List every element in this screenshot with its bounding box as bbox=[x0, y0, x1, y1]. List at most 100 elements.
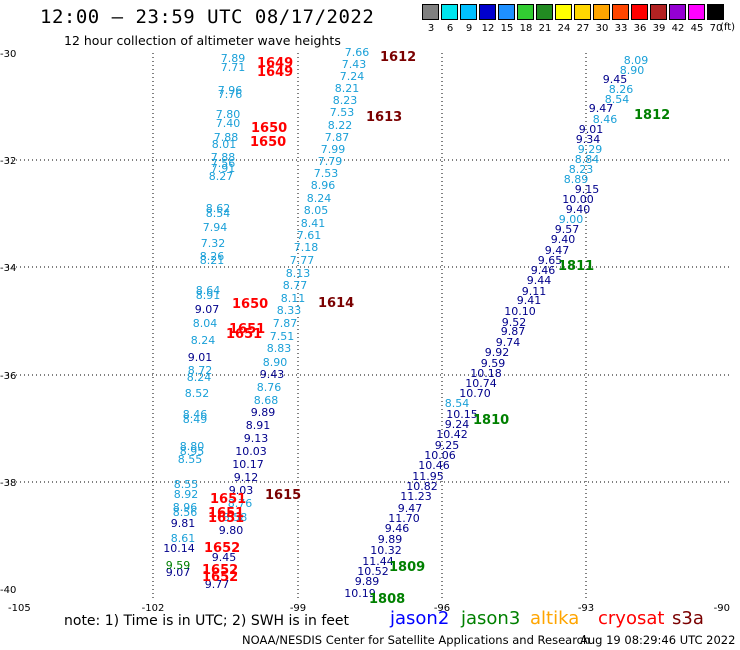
legend-swatch bbox=[631, 4, 648, 20]
wave-height-reading: 9.01 bbox=[579, 123, 604, 136]
wave-height-reading: 9.52 bbox=[502, 316, 527, 329]
legend-value: 33 bbox=[614, 23, 628, 34]
wave-height-reading: 7.51 bbox=[270, 330, 295, 343]
legend-swatch bbox=[422, 4, 439, 20]
wave-height-reading: 9.46 bbox=[385, 522, 410, 535]
latitude-label: -40 bbox=[0, 585, 16, 596]
wave-height-reading: 9.03 bbox=[229, 484, 254, 497]
wave-height-reading: 8.22 bbox=[328, 119, 353, 132]
legend-value: 21 bbox=[538, 23, 552, 34]
legend-value: 36 bbox=[633, 23, 647, 34]
wave-height-reading: 9.12 bbox=[234, 471, 259, 484]
wave-height-reading: 9.40 bbox=[551, 233, 576, 246]
wave-height-reading: 7.96 bbox=[218, 84, 243, 97]
wave-height-reading: 8.26 bbox=[200, 250, 225, 263]
satellite-legend-item: jason2 bbox=[390, 608, 450, 629]
wave-height-reading: 9.01 bbox=[188, 351, 213, 364]
pass-number-label: 1650 bbox=[251, 121, 287, 136]
pass-number-label: 1652 bbox=[204, 541, 240, 556]
wave-height-reading: 8.96 bbox=[311, 179, 336, 192]
pass-number-label: 1808 bbox=[369, 592, 405, 607]
satellite-legend-item: cryosat bbox=[598, 608, 665, 629]
wave-height-reading: 7.40 bbox=[216, 117, 241, 130]
wave-height-reading: 8.76 bbox=[228, 497, 253, 510]
wave-height-reading: 11.70 bbox=[388, 512, 420, 525]
wave-height-reading: 8.89 bbox=[564, 173, 589, 186]
wave-height-reading: 7.66 bbox=[345, 46, 370, 59]
graticule bbox=[8, 53, 730, 600]
legend-swatch bbox=[612, 4, 629, 20]
wave-height-reading: 10.52 bbox=[357, 565, 389, 578]
wave-height-reading: 8.24 bbox=[191, 334, 216, 347]
satellite-legend-item: jason3 bbox=[461, 608, 521, 629]
legend-swatch bbox=[498, 4, 515, 20]
page-subtitle: 12 hour collection of altimeter wave hei… bbox=[64, 33, 341, 48]
legend-value: 15 bbox=[500, 23, 514, 34]
wave-height-reading: 8.26 bbox=[609, 83, 634, 96]
wave-height-reading: 8.54 bbox=[445, 397, 470, 410]
legend-value: 6 bbox=[446, 23, 454, 34]
wave-height-reading: 10.74 bbox=[465, 377, 497, 390]
wave-height-reading: 10.15 bbox=[446, 408, 478, 421]
wave-height-reading: 9.74 bbox=[496, 336, 521, 349]
pass-number-label: 1809 bbox=[389, 560, 425, 575]
wave-height-reading: 9.15 bbox=[575, 183, 600, 196]
pass-number-label: 1810 bbox=[473, 413, 509, 428]
wave-height-reading: 9.13 bbox=[244, 432, 269, 445]
wave-height-reading: 7.99 bbox=[321, 143, 346, 156]
observations: 9.459.479.019.349.1510.009.409.579.409.4… bbox=[163, 46, 648, 600]
pass-number-label: 1615 bbox=[265, 488, 301, 503]
wave-height-reading: 8.72 bbox=[188, 364, 213, 377]
wave-height-reading: 9.00 bbox=[559, 213, 584, 226]
longitude-label: -93 bbox=[578, 603, 594, 614]
wave-height-reading: 8.49 bbox=[183, 413, 208, 426]
wave-height-reading: 8.21 bbox=[335, 82, 360, 95]
wave-height-reading: 11.44 bbox=[362, 555, 394, 568]
wave-height-reading: 8.46 bbox=[593, 113, 618, 126]
wave-height-reading: 8.91 bbox=[196, 289, 221, 302]
wave-height-reading: 8.90 bbox=[620, 64, 645, 77]
pass-number-label: 1649 bbox=[257, 56, 293, 71]
wave-height-reading: 8.41 bbox=[301, 217, 326, 230]
wave-height-reading: 7.76 bbox=[218, 88, 243, 101]
pass-number-label: 1651 bbox=[208, 506, 244, 521]
legend-swatch bbox=[707, 4, 724, 20]
wave-height-reading: 8.61 bbox=[171, 532, 196, 545]
wave-height-reading: 8.62 bbox=[206, 202, 231, 215]
wave-height-reading: 8.05 bbox=[304, 204, 329, 217]
wave-height-reading: 9.24 bbox=[445, 418, 470, 431]
wave-height-reading: 10.17 bbox=[232, 458, 264, 471]
wave-height-reading: 7.43 bbox=[342, 58, 367, 71]
wave-height-reading: 8.24 bbox=[307, 192, 332, 205]
pass-number-label: 1652 bbox=[202, 563, 238, 578]
legend-value: 39 bbox=[652, 23, 666, 34]
legend-swatch bbox=[593, 4, 610, 20]
wave-height-reading: 10.82 bbox=[406, 480, 438, 493]
legend-value: 18 bbox=[519, 23, 533, 34]
longitude-label: -102 bbox=[142, 603, 165, 614]
wave-height-reading: 7.32 bbox=[201, 237, 226, 250]
latitude-label: -30 bbox=[0, 49, 16, 60]
wave-height-reading: 8.52 bbox=[185, 387, 210, 400]
legend-swatch bbox=[517, 4, 534, 20]
legend-swatch bbox=[441, 4, 458, 20]
latitude-label: -32 bbox=[0, 156, 16, 167]
pass-number-label: 1649 bbox=[257, 65, 293, 80]
wave-height-reading: 8.46 bbox=[183, 408, 208, 421]
wave-height-reading: 7.56 bbox=[211, 157, 236, 170]
wave-height-reading: 11.95 bbox=[412, 470, 444, 483]
wave-height-reading: 7.53 bbox=[314, 167, 339, 180]
legend-swatch bbox=[574, 4, 591, 20]
pass-number-label: 1812 bbox=[634, 108, 670, 123]
legend-value: 27 bbox=[576, 23, 590, 34]
wave-height-reading: 8.76 bbox=[257, 381, 282, 394]
wave-height-reading: 11.23 bbox=[400, 490, 432, 503]
wave-height-reading: 10.03 bbox=[235, 445, 267, 458]
wave-height-reading: 9.11 bbox=[522, 285, 547, 298]
pass-number-label: 1613 bbox=[366, 110, 402, 125]
wave-height-reading: 9.25 bbox=[435, 439, 460, 452]
legend-value: 42 bbox=[671, 23, 685, 34]
wave-height-reading: 10.46 bbox=[418, 459, 450, 472]
wave-height-reading: 10.10 bbox=[504, 305, 536, 318]
wave-height-reading: 7.89 bbox=[221, 52, 246, 65]
